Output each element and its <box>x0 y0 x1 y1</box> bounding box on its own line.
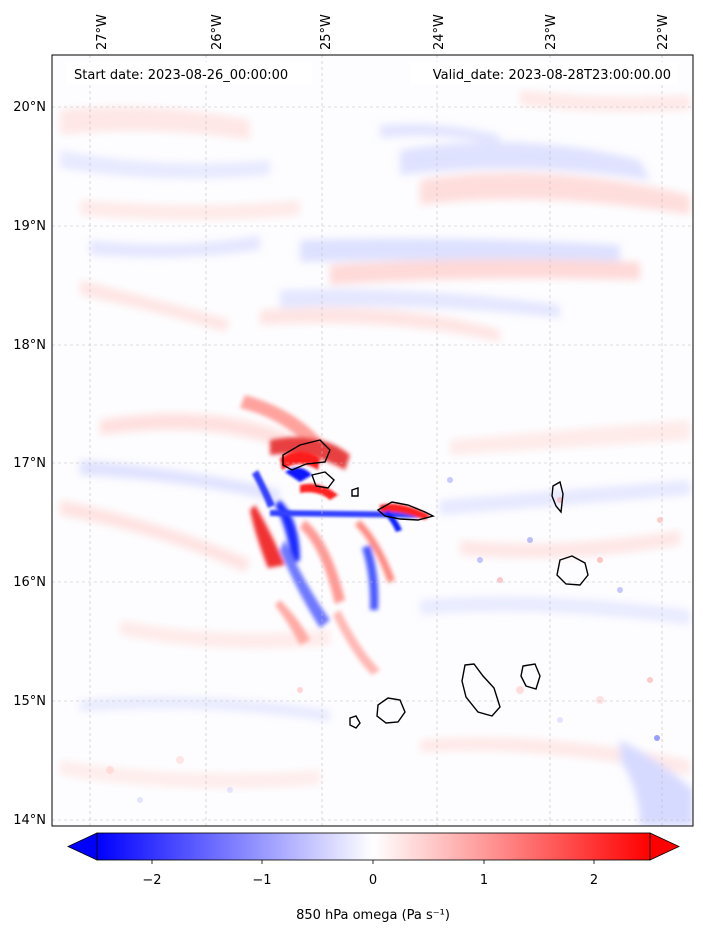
noise-speckles <box>106 477 663 803</box>
colorbar-tick-label: −2 <box>142 873 161 888</box>
colorbar-tick-label: 1 <box>480 873 488 888</box>
island-boa-vista <box>556 555 589 586</box>
colorbar-tick-label: 2 <box>590 873 598 888</box>
colorbar-label: 850 hPa omega (Pa s⁻¹) <box>296 908 450 923</box>
map-frame <box>51 54 694 827</box>
colorbar: −2 −1 0 1 2 850 hPa omega (Pa s⁻¹) <box>67 832 680 923</box>
lon-label: 23°W <box>544 14 559 50</box>
header: Start date: 2023-08-26_00:00:00 Valid_da… <box>66 62 678 84</box>
lon-label: 22°W <box>656 14 671 50</box>
island-brava <box>349 715 361 729</box>
lat-label: 18°N <box>13 338 46 353</box>
colorbar-body <box>97 833 650 860</box>
lon-label: 24°W <box>432 14 447 50</box>
omega-field <box>60 90 693 826</box>
island-santo-antao <box>282 439 331 471</box>
colorbar-outline <box>96 832 651 861</box>
longitude-labels: 27°W 26°W 25°W 24°W 23°W 22°W <box>95 14 671 50</box>
latitude-labels: 20°N 19°N 18°N 17°N 16°N 15°N 14°N <box>13 100 46 828</box>
lat-label: 15°N <box>13 694 46 709</box>
lon-label: 27°W <box>95 14 110 50</box>
island-sao-vicente <box>311 471 335 489</box>
lat-label: 20°N <box>13 100 46 115</box>
island-santiago <box>461 663 501 717</box>
colorbar-tick-label: −1 <box>252 873 271 888</box>
island-maio <box>520 663 541 690</box>
island-small <box>351 487 359 497</box>
start-date-box <box>66 62 312 84</box>
lat-label: 19°N <box>13 219 46 234</box>
colorbar-tick-label: 0 <box>369 873 377 888</box>
gridlines <box>52 55 693 826</box>
lat-label: 14°N <box>13 813 46 828</box>
start-date-text: Start date: 2023-08-26_00:00:00 <box>74 68 288 83</box>
lon-label: 26°W <box>210 14 225 50</box>
colorbar-tick-marks <box>151 860 595 864</box>
valid-date-text: Valid_date: 2023-08-28T23:00:00.00 <box>433 68 671 83</box>
lat-label: 16°N <box>13 575 46 590</box>
coastlines <box>282 439 589 729</box>
island-fogo <box>376 697 406 724</box>
colorbar-min-extend <box>67 832 98 861</box>
lon-label: 25°W <box>319 14 334 50</box>
island-sao-nicolau <box>376 501 435 521</box>
valid-date-box <box>410 62 678 84</box>
colorbar-max-extend <box>649 832 680 861</box>
island-sal <box>551 480 564 514</box>
lat-label: 17°N <box>13 456 46 471</box>
